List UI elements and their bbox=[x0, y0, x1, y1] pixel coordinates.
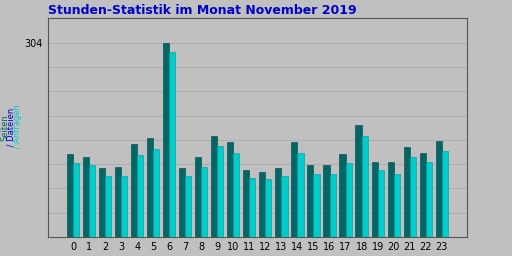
Text: / Dateien: / Dateien bbox=[7, 107, 16, 149]
Bar bbox=[282, 176, 288, 237]
Bar bbox=[297, 153, 304, 237]
Bar bbox=[436, 141, 442, 237]
Bar bbox=[201, 167, 207, 237]
Bar bbox=[195, 157, 201, 237]
Bar bbox=[105, 176, 111, 237]
Bar bbox=[115, 167, 121, 237]
Bar bbox=[89, 165, 95, 237]
Bar bbox=[420, 153, 425, 237]
Bar bbox=[394, 174, 400, 237]
Bar bbox=[307, 165, 313, 237]
Bar bbox=[259, 172, 265, 237]
Bar bbox=[227, 142, 233, 237]
Bar bbox=[83, 157, 89, 237]
Bar bbox=[121, 176, 127, 237]
Bar bbox=[67, 154, 73, 237]
Text: / Anfragen: / Anfragen bbox=[13, 104, 22, 152]
Bar bbox=[99, 168, 105, 237]
Bar bbox=[211, 136, 217, 237]
Bar bbox=[131, 144, 137, 237]
Bar bbox=[73, 163, 79, 237]
Text: Seiten: Seiten bbox=[1, 115, 10, 141]
Bar bbox=[425, 162, 432, 237]
Bar bbox=[265, 179, 271, 237]
Bar bbox=[313, 174, 319, 237]
Bar bbox=[249, 178, 255, 237]
Bar bbox=[233, 153, 240, 237]
Bar bbox=[275, 168, 282, 237]
Bar bbox=[163, 43, 169, 237]
Bar bbox=[324, 165, 330, 237]
Bar bbox=[346, 163, 352, 237]
Bar bbox=[185, 176, 191, 237]
Bar bbox=[403, 147, 410, 237]
Bar bbox=[243, 170, 249, 237]
Bar bbox=[355, 125, 361, 237]
Bar bbox=[378, 170, 383, 237]
Bar bbox=[217, 146, 223, 237]
Bar bbox=[410, 157, 416, 237]
Bar bbox=[372, 162, 378, 237]
Bar bbox=[137, 155, 143, 237]
Text: Stunden-Statistik im Monat November 2019: Stunden-Statistik im Monat November 2019 bbox=[48, 4, 356, 17]
Bar bbox=[361, 136, 368, 237]
Bar bbox=[388, 162, 394, 237]
Bar bbox=[330, 174, 335, 237]
Bar bbox=[291, 142, 297, 237]
Bar bbox=[169, 51, 175, 237]
Bar bbox=[442, 151, 448, 237]
Bar bbox=[147, 138, 153, 237]
Bar bbox=[179, 168, 185, 237]
Bar bbox=[339, 154, 346, 237]
Bar bbox=[153, 149, 159, 237]
